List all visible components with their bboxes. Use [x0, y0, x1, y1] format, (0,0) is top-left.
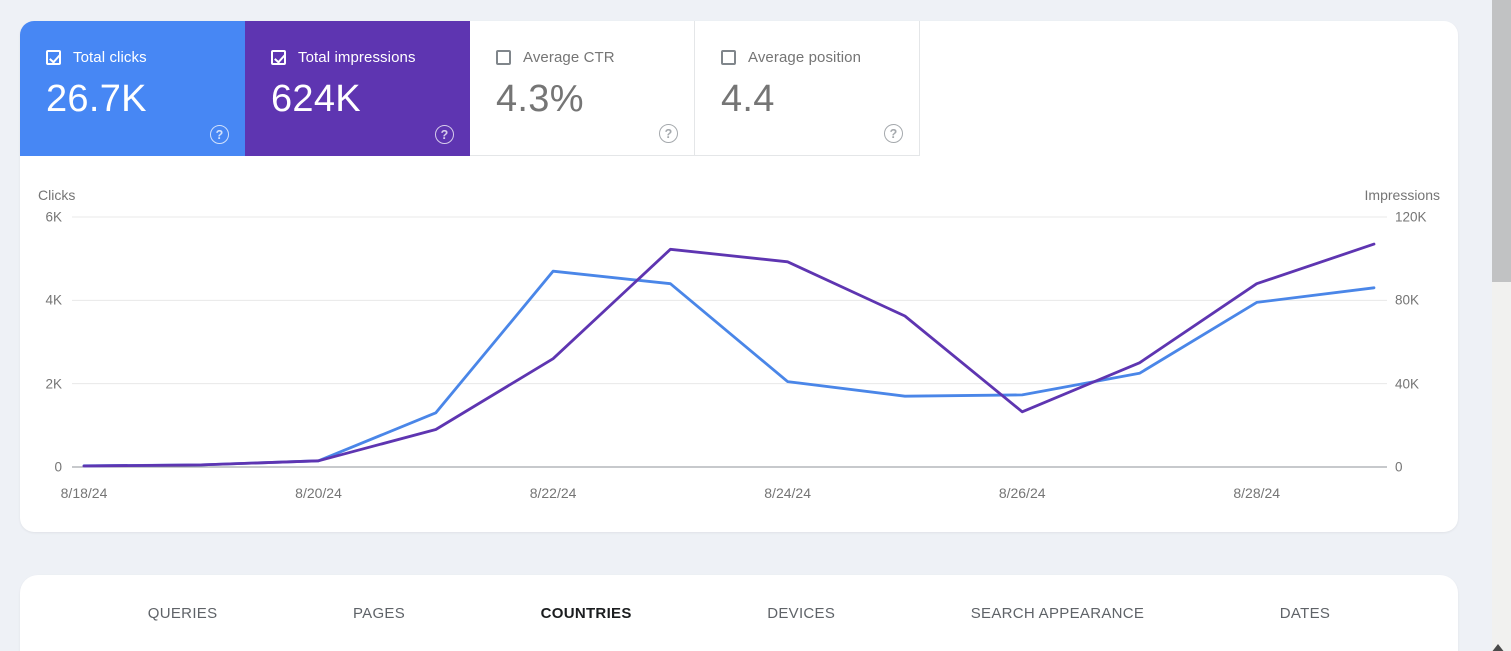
help-icon[interactable]: ? [884, 124, 903, 143]
right-axis-tick: 80K [1395, 292, 1420, 308]
x-axis-date-label: 8/18/24 [60, 485, 108, 501]
right-axis-tick: 120K [1395, 209, 1427, 225]
x-axis-date-label: 8/22/24 [529, 485, 577, 501]
metric-label: Total clicks [73, 49, 147, 66]
checkbox-checked-icon[interactable] [46, 50, 61, 65]
metric-label: Average position [748, 49, 862, 66]
tab-devices[interactable]: DEVICES [767, 604, 836, 622]
right-axis-tick: 40K [1395, 376, 1420, 392]
metric-label: Average CTR [523, 49, 615, 66]
checkbox-checked-icon[interactable] [271, 50, 286, 65]
metric-value: 4.4 [721, 78, 775, 120]
tab-search-appearance[interactable]: SEARCH APPEARANCE [970, 604, 1145, 622]
tab-pages[interactable]: PAGES [352, 604, 406, 622]
dimension-tabs: QUERIES PAGES COUNTRIES DEVICES SEARCH A… [20, 575, 1458, 651]
clicks-line [82, 269, 1376, 468]
vertical-scrollbar-thumb[interactable] [1492, 0, 1511, 282]
impressions-line [82, 242, 1376, 468]
metric-card-header: Average position [721, 49, 919, 66]
left-axis-tick: 6K [45, 209, 62, 225]
left-axis-title: Clicks [38, 187, 76, 203]
checkbox-unchecked-icon[interactable] [721, 50, 736, 65]
metric-card-header: Total clicks [46, 49, 245, 66]
x-axis-date-label: 8/28/24 [1233, 485, 1281, 501]
checkbox-unchecked-icon[interactable] [496, 50, 511, 65]
metric-card-header: Total impressions [271, 49, 470, 66]
left-axis-tick: 2K [45, 376, 62, 392]
performance-panel: Total clicks 26.7K ? Total impressions 6… [20, 21, 1458, 532]
x-axis-date-label: 8/20/24 [295, 485, 342, 501]
tab-countries[interactable]: COUNTRIES [540, 604, 632, 622]
metric-cards-row: Total clicks 26.7K ? Total impressions 6… [20, 21, 1458, 156]
metric-card-average-ctr[interactable]: Average CTR 4.3% ? [470, 21, 695, 156]
tab-dates[interactable]: DATES [1279, 604, 1331, 622]
metric-value: 624K [271, 78, 361, 120]
vertical-scrollbar-track[interactable] [1492, 0, 1511, 651]
metric-card-average-position[interactable]: Average position 4.4 ? [695, 21, 920, 156]
metric-card-total-impressions[interactable]: Total impressions 624K ? [245, 21, 470, 156]
x-axis-date-label: 8/26/24 [998, 485, 1046, 501]
metric-card-header: Average CTR [496, 49, 694, 66]
right-axis-title: Impressions [1364, 187, 1440, 203]
help-icon[interactable]: ? [435, 125, 454, 144]
dimension-tabs-panel: QUERIES PAGES COUNTRIES DEVICES SEARCH A… [20, 575, 1458, 651]
tab-queries[interactable]: QUERIES [147, 604, 218, 622]
help-icon[interactable]: ? [210, 125, 229, 144]
mouse-cursor-icon [1491, 644, 1505, 651]
metric-value: 26.7K [46, 78, 147, 120]
x-axis-date-label: 8/24/24 [764, 485, 811, 501]
metric-label: Total impressions [298, 49, 416, 66]
metric-value: 4.3% [496, 78, 584, 120]
right-axis-tick: 0 [1395, 459, 1403, 475]
left-axis-tick: 0 [54, 459, 62, 475]
help-icon[interactable]: ? [659, 124, 678, 143]
left-axis-tick: 4K [45, 292, 62, 308]
metric-card-total-clicks[interactable]: Total clicks 26.7K ? [20, 21, 245, 156]
